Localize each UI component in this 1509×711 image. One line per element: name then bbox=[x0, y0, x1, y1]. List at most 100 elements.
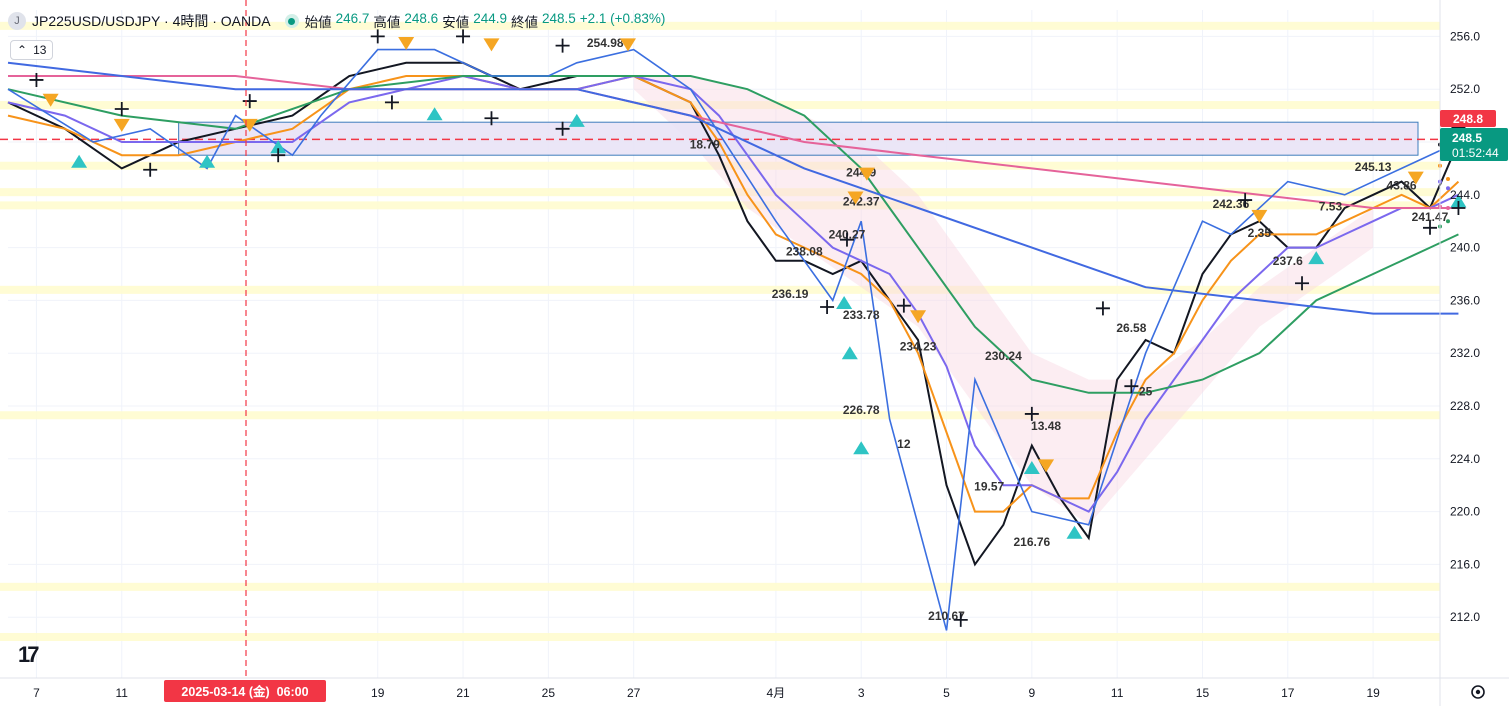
price-annotation: 236.19 bbox=[772, 287, 809, 301]
cross-marker-icon bbox=[1024, 406, 1039, 421]
cross-marker-icon bbox=[114, 102, 129, 116]
indicators-toggle-button[interactable]: ⌃ 13 bbox=[10, 40, 54, 60]
horizontal-band bbox=[0, 21, 1440, 30]
low-label: 安値 bbox=[442, 15, 470, 30]
time-axis[interactable]: 7 11 19 21 25 27 4月 3 5 9 11 15 17 19 bbox=[33, 686, 1380, 700]
cross-marker-icon bbox=[1423, 220, 1437, 235]
price-annotation: 19.57 bbox=[974, 479, 1004, 493]
cross-marker-icon bbox=[896, 298, 911, 313]
projection-dot bbox=[1446, 186, 1450, 191]
cross-marker-icon bbox=[1295, 276, 1310, 291]
time-tick-label: 4月 bbox=[767, 686, 786, 700]
price-annotation: 245.13 bbox=[1355, 160, 1392, 174]
cross-marker-icon bbox=[1451, 201, 1466, 215]
price-tick-label: 252.0 bbox=[1450, 82, 1480, 96]
buy-signal-icon bbox=[853, 441, 870, 455]
time-tick-label: 5 bbox=[943, 686, 950, 700]
price-annotation: 18.79 bbox=[690, 138, 720, 152]
horizontal-band bbox=[0, 161, 1440, 170]
sell-signal-icon bbox=[113, 118, 130, 132]
sell-signal-icon bbox=[398, 37, 415, 50]
time-tick-label: 27 bbox=[627, 686, 641, 700]
price-annotation: 254.98 bbox=[587, 36, 624, 50]
horizontal-band bbox=[0, 285, 1440, 294]
buy-signal-icon bbox=[71, 154, 88, 168]
sell-signal-icon bbox=[858, 167, 875, 181]
tradingview-logo-icon[interactable]: 17 bbox=[18, 642, 40, 667]
cross-marker-icon bbox=[1238, 193, 1253, 208]
time-tick-label: 19 bbox=[371, 686, 385, 700]
price-annotation: 7.53 bbox=[1319, 200, 1343, 214]
price-tick-label: 216.0 bbox=[1450, 557, 1480, 571]
price-annotation: 230.24 bbox=[985, 349, 1022, 363]
change-value: +2.1 (+0.83%) bbox=[579, 11, 666, 26]
horizontal-band bbox=[0, 201, 1440, 210]
buy-signal-icon bbox=[199, 154, 216, 168]
projection-dot bbox=[1446, 206, 1450, 210]
price-tick-label: 228.0 bbox=[1450, 399, 1480, 413]
symbol-title[interactable]: JP225USD/USDJPY · 4時間 · OANDA bbox=[32, 13, 271, 29]
indicator-line bbox=[7, 74, 1459, 513]
crosshair-date-label: 2025-03-14 (金) 06:00 bbox=[164, 680, 326, 702]
price-tag-level-text: 248.8 bbox=[1453, 112, 1483, 126]
price-annotation: 12 bbox=[897, 437, 911, 451]
time-tick-label: 19 bbox=[1366, 686, 1380, 700]
chevron-up-icon: ⌃ bbox=[17, 43, 28, 57]
ribbon-fill bbox=[633, 76, 1374, 525]
symbol-icon: J bbox=[8, 12, 26, 30]
price-annotation: 242.37 bbox=[843, 194, 880, 208]
price-annotation: 234.23 bbox=[900, 340, 937, 354]
buy-signal-icon bbox=[1450, 194, 1467, 208]
chart-header: J JP225USD/USDJPY · 4時間 · OANDA 始値 246.7… bbox=[8, 8, 665, 34]
price-annotation: 241.47 bbox=[1412, 210, 1449, 224]
time-tick-label: 25 bbox=[542, 686, 556, 700]
projection-dot bbox=[1446, 176, 1450, 181]
buy-signal-icon bbox=[1023, 461, 1040, 475]
horizontal-band bbox=[0, 633, 1440, 641]
price-annotation: 25 bbox=[1139, 384, 1153, 398]
projection-dot bbox=[1446, 219, 1450, 224]
cross-marker-icon bbox=[484, 111, 499, 126]
horizontal-band bbox=[0, 101, 1440, 110]
cross-marker-icon bbox=[953, 612, 968, 627]
indicator-count: 13 bbox=[33, 43, 47, 57]
cross-marker-icon bbox=[143, 162, 158, 177]
close-label: 終値 bbox=[510, 15, 538, 30]
high-label: 高値 bbox=[373, 15, 401, 30]
price-annotation: 2.35 bbox=[1248, 226, 1272, 240]
buy-signal-icon bbox=[841, 346, 858, 360]
sell-signal-icon bbox=[910, 310, 927, 324]
indicator-line bbox=[8, 75, 1459, 209]
sell-signal-icon bbox=[1407, 171, 1424, 185]
resistance-zone[interactable] bbox=[0, 121, 1440, 156]
price-annotation: 216.76 bbox=[1013, 535, 1050, 549]
low-value: 244.9 bbox=[473, 11, 507, 26]
buy-signal-icon bbox=[270, 140, 287, 154]
buy-signal-icon bbox=[1066, 525, 1083, 539]
price-tick-label: 220.0 bbox=[1450, 505, 1480, 519]
settings-gear-icon[interactable] bbox=[1471, 685, 1485, 699]
horizontal-band bbox=[0, 582, 1440, 591]
price-annotation: 233.78 bbox=[843, 308, 880, 322]
price-annotation: 13.48 bbox=[1031, 419, 1061, 433]
horizontal-band bbox=[0, 188, 1440, 197]
buy-signal-icon bbox=[836, 296, 853, 310]
price-tick-label: 232.0 bbox=[1450, 346, 1480, 360]
price-tick-label: 256.0 bbox=[1450, 29, 1480, 43]
price-tick-label: 236.0 bbox=[1450, 293, 1480, 307]
cross-marker-icon bbox=[384, 95, 399, 110]
market-status-icon[interactable] bbox=[284, 14, 299, 28]
indicator-line bbox=[7, 61, 1459, 315]
cross-marker-icon bbox=[456, 29, 471, 44]
close-value: 248.5 bbox=[541, 11, 576, 26]
ribbon-area bbox=[633, 76, 1374, 525]
zigzag-path bbox=[7, 48, 1459, 631]
cross-marker-icon bbox=[242, 94, 257, 109]
cross-marker-icon bbox=[370, 29, 385, 44]
sell-signal-icon bbox=[42, 93, 59, 107]
high-value: 248.6 bbox=[404, 11, 439, 26]
cross-marker-icon bbox=[1095, 301, 1110, 316]
cross-marker-icon bbox=[820, 300, 835, 314]
